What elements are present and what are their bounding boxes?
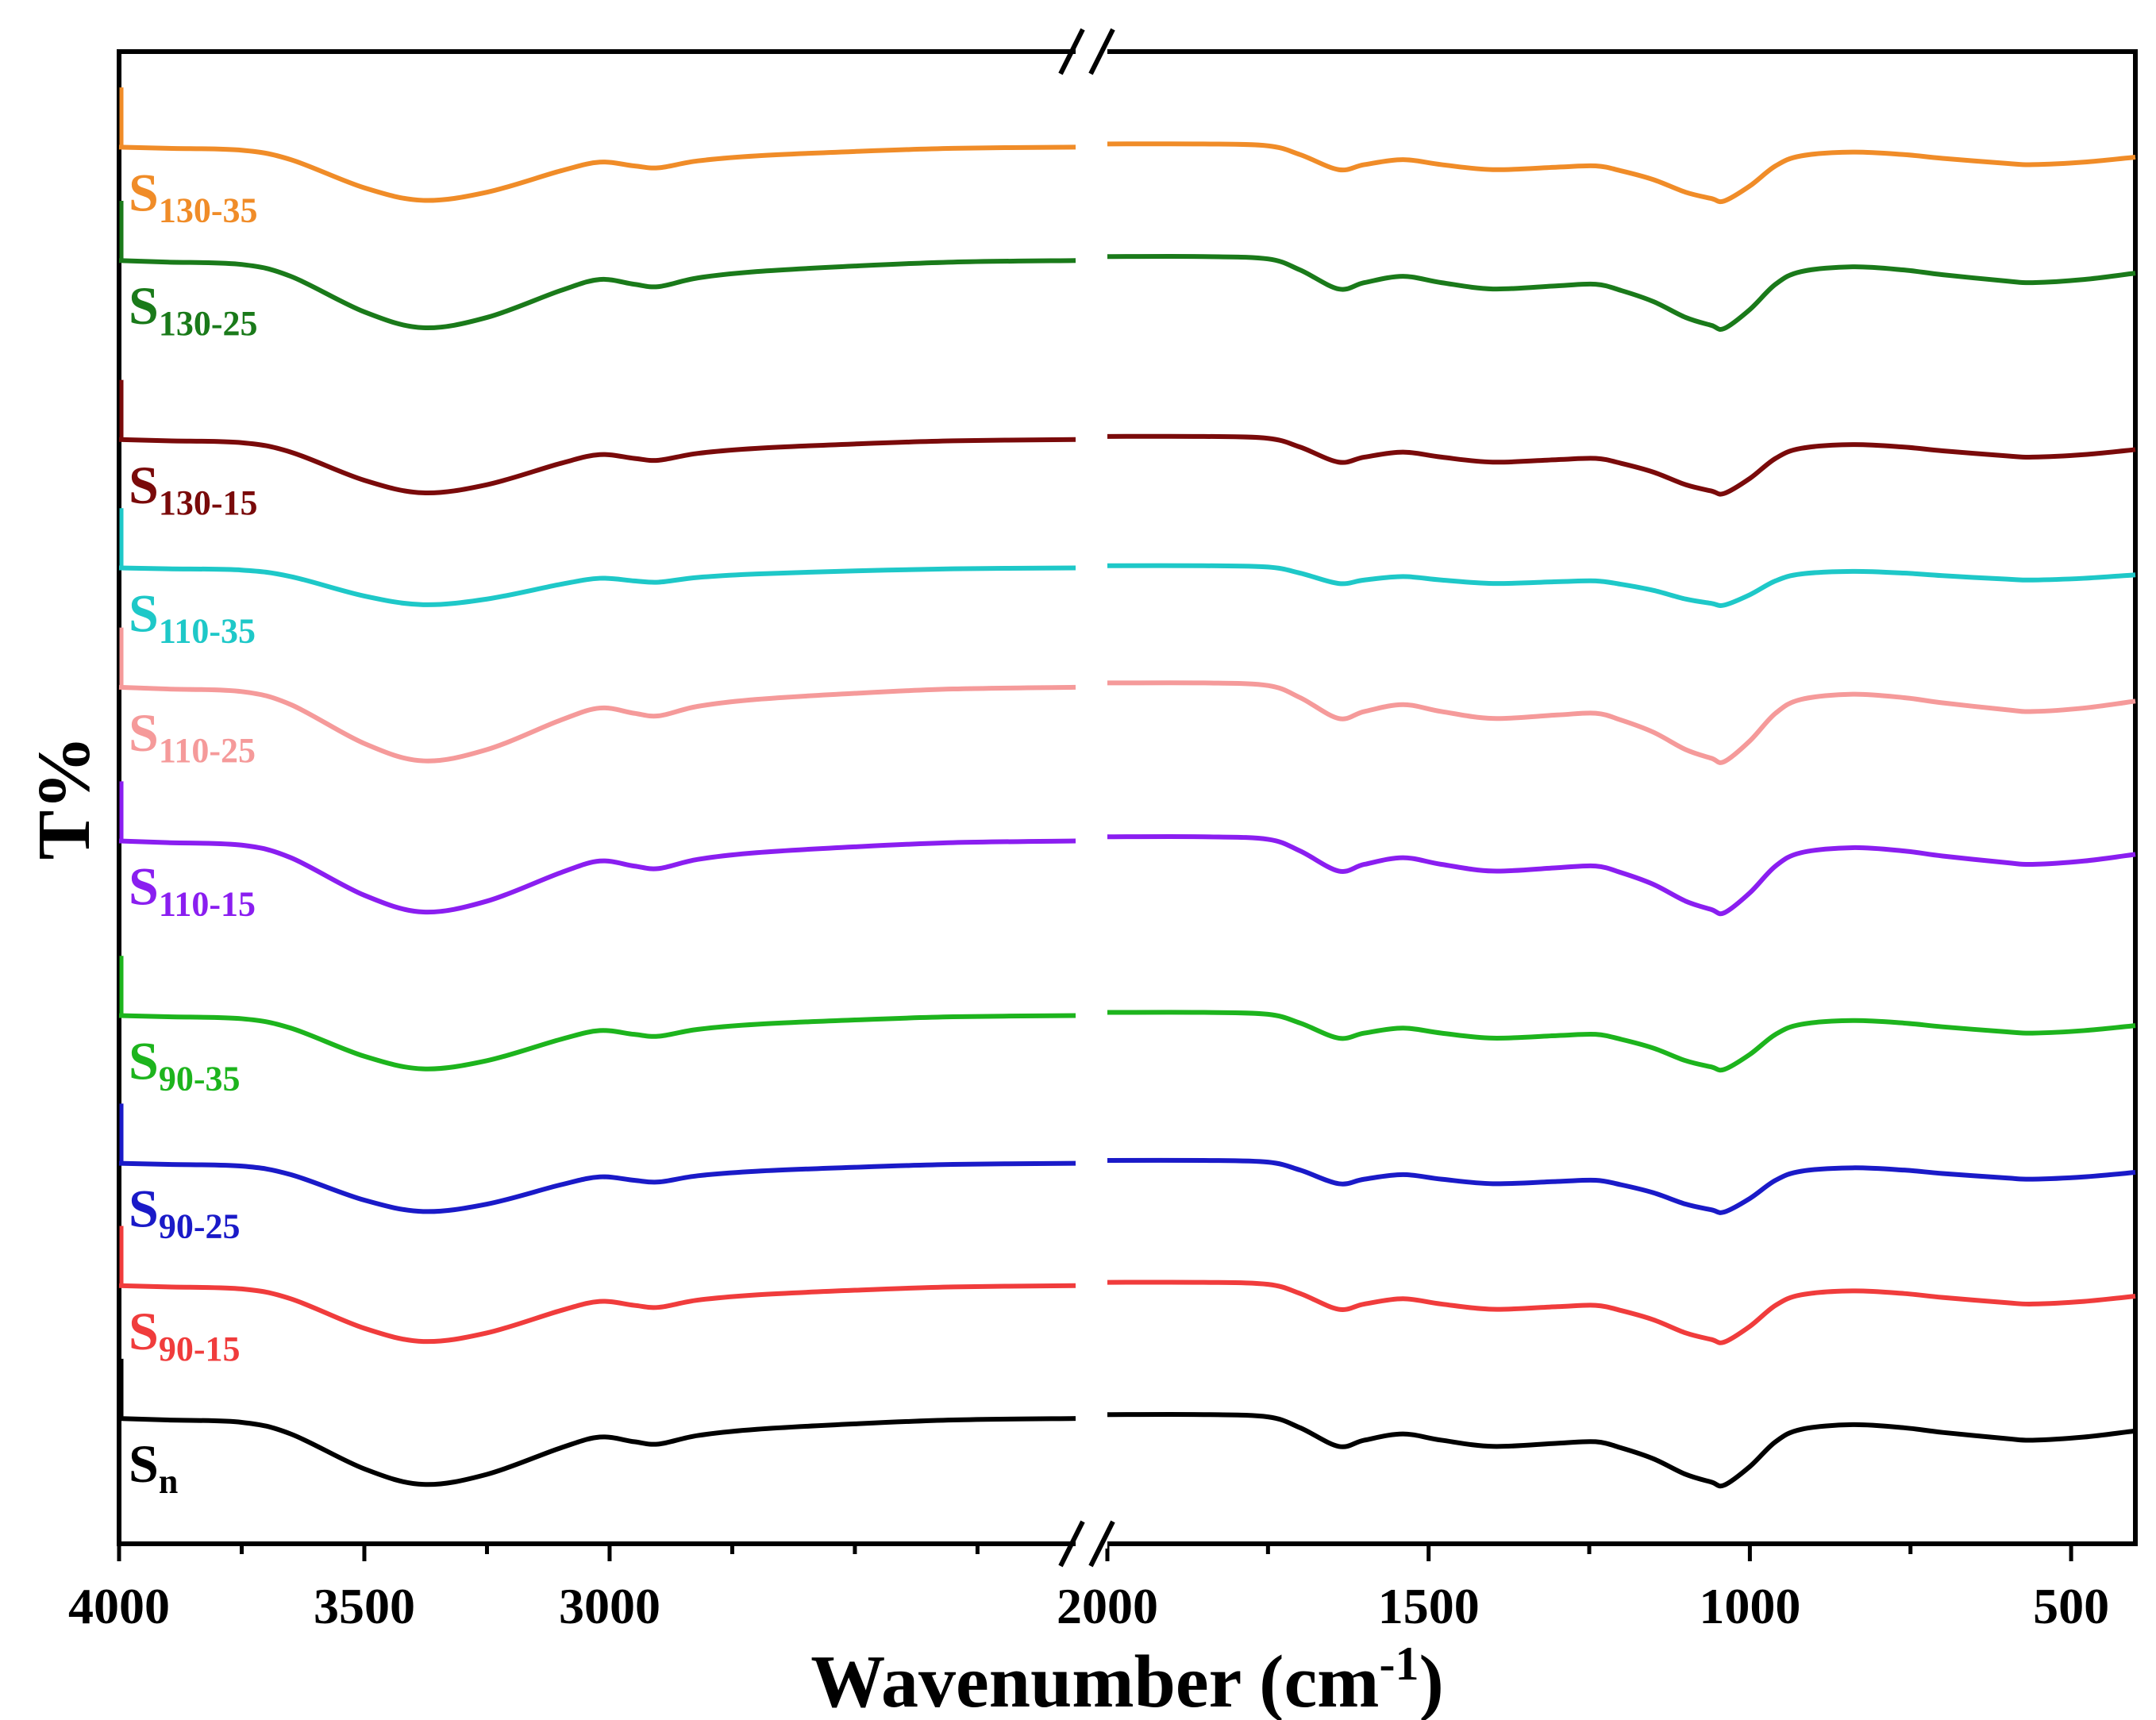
x-axis-ticks: 4000 3500 3000 2000 1500 1000 500 [68, 1544, 2109, 1634]
break-slash [1058, 1520, 1085, 1568]
series-label-110-25: S110-25 [129, 702, 256, 770]
axis-break-marks [1058, 28, 1115, 1568]
series-line-90-15 [118, 1283, 1076, 1345]
break-slash [1058, 28, 1085, 75]
series-line-110-15 [1107, 834, 2136, 917]
y-axis-title: T% [23, 736, 106, 860]
x-tick-label: 1500 [1378, 1578, 1480, 1634]
series-line-110-35 [118, 565, 1076, 607]
series-label-130-25: S130-25 [129, 275, 257, 343]
series-line-110-25 [118, 684, 1076, 764]
series-line-110-35 [1107, 563, 2136, 608]
series-line-130-35 [118, 144, 1076, 203]
series-line-130-35 [1107, 141, 2136, 205]
x-tick-label: 3000 [559, 1578, 660, 1634]
x-axis-title: Wavenumber (cm-1) [810, 1637, 1444, 1720]
series-line-130-15 [1107, 433, 2136, 497]
series-label-110-35: S110-35 [129, 583, 256, 650]
series-label-n: Sn [129, 1433, 178, 1501]
plot-frame [117, 49, 2138, 1546]
x-tick-label: 3500 [314, 1578, 415, 1634]
series-label-110-15: S110-15 [129, 856, 256, 924]
series-label-130-15: S130-15 [129, 455, 257, 522]
series-line-n [1107, 1411, 2136, 1489]
series-label-90-15: S90-15 [129, 1301, 240, 1368]
series-line-110-25 [1107, 680, 2136, 765]
x-tick-label: 1000 [1699, 1578, 1800, 1634]
break-slash [1088, 1520, 1115, 1568]
series-label-90-25: S90-25 [129, 1179, 240, 1246]
x-tick-label: 4000 [68, 1578, 170, 1634]
series-line-90-25 [118, 1160, 1076, 1214]
series-line-130-25 [1107, 253, 2136, 332]
x-tick-label: 2000 [1057, 1578, 1158, 1634]
spectra-traces [118, 87, 2136, 1489]
series-label-130-35: S130-35 [129, 162, 257, 229]
series-line-90-35 [118, 1013, 1076, 1072]
series-line-110-15 [118, 838, 1076, 915]
series-line-90-15 [1107, 1279, 2136, 1345]
series-line-90-25 [1107, 1157, 2136, 1215]
series-line-n [118, 1416, 1076, 1487]
series-line-90-35 [1107, 1010, 2136, 1073]
series-labels: Sn S90-15 S90-25 S90-35 S110-15 S110-25 S110-3… [129, 162, 257, 1501]
break-slash [1088, 28, 1115, 75]
series-line-130-25 [118, 258, 1076, 331]
series-label-90-35: S90-35 [129, 1030, 240, 1098]
series-line-130-15 [118, 437, 1076, 496]
x-tick-label: 500 [2033, 1578, 2109, 1634]
